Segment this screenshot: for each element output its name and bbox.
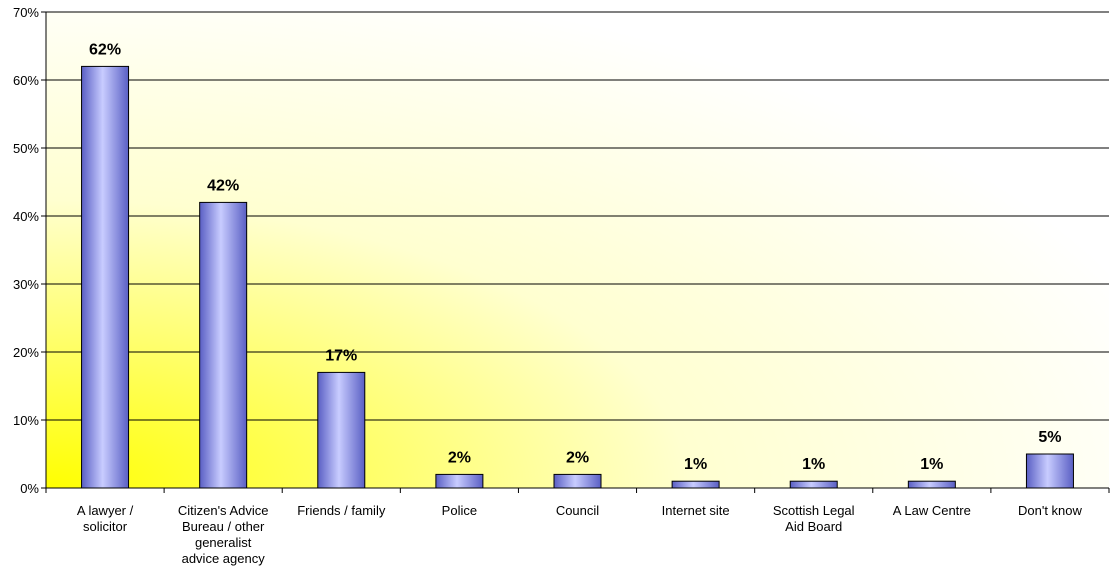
x-category-label-line: Bureau / other [182, 519, 265, 534]
x-category-label-line: Council [556, 503, 599, 518]
x-category-label-line: solicitor [83, 519, 128, 534]
y-tick-label: 70% [13, 5, 39, 20]
data-label: 1% [920, 456, 943, 473]
data-label: 1% [802, 456, 825, 473]
y-tick-label: 40% [13, 209, 39, 224]
bar [435, 473, 484, 489]
y-tick-label: 30% [13, 277, 39, 292]
x-category-label-line: Internet site [662, 503, 730, 518]
axes [45, 12, 1110, 493]
data-label: 62% [89, 41, 121, 58]
y-tick-label: 20% [13, 345, 39, 360]
x-category-label: Internet site [662, 503, 730, 518]
y-tick-label: 50% [13, 141, 39, 156]
bar [317, 371, 366, 489]
y-axis-tick-labels: 0% 10% 20% 30% 40% 50% 60% 70% [13, 5, 46, 496]
x-category-label: A Law Centre [893, 503, 971, 518]
data-label: 2% [448, 449, 471, 466]
y-tick-label: 60% [13, 73, 39, 88]
x-category-label-line: advice agency [182, 551, 266, 566]
data-labels: 62% 42% 17% 2% 2% 1% 1% 1% 5% [89, 41, 1061, 473]
x-category-label: Council [556, 503, 599, 518]
data-label: 17% [325, 347, 357, 364]
x-category-label-line: A Law Centre [893, 503, 971, 518]
x-category-label: A lawyer / solicitor [77, 503, 134, 534]
y-tick-label: 10% [13, 413, 39, 428]
bar [553, 473, 602, 489]
bar [199, 201, 248, 489]
x-category-label-line: A lawyer / [77, 503, 134, 518]
x-category-label-line: generalist [195, 535, 252, 550]
x-category-label: Citizen's Advice Bureau / other generalist… [178, 503, 269, 566]
x-category-label: Don't know [1018, 503, 1083, 518]
x-category-label-line: Scottish Legal [773, 503, 855, 518]
x-category-label: Scottish Legal Aid Board [773, 503, 855, 534]
x-category-label: Friends / family [297, 503, 386, 518]
x-axis-category-labels: A lawyer / solicitor Citizen's Advice Burea… [77, 503, 1083, 566]
bar [671, 480, 720, 489]
data-label: 5% [1038, 429, 1061, 446]
x-category-label-line: Citizen's Advice [178, 503, 269, 518]
x-category-label-line: Aid Board [785, 519, 842, 534]
data-label: 1% [684, 456, 707, 473]
data-label: 42% [207, 177, 239, 194]
x-category-label: Police [442, 503, 477, 518]
data-label: 2% [566, 449, 589, 466]
bar [1025, 453, 1074, 489]
x-category-label-line: Friends / family [297, 503, 386, 518]
bar [81, 65, 130, 489]
bar [907, 480, 956, 489]
bar [789, 480, 838, 489]
x-category-label-line: Don't know [1018, 503, 1083, 518]
x-category-label-line: Police [442, 503, 477, 518]
y-tick-label: 0% [20, 481, 39, 496]
